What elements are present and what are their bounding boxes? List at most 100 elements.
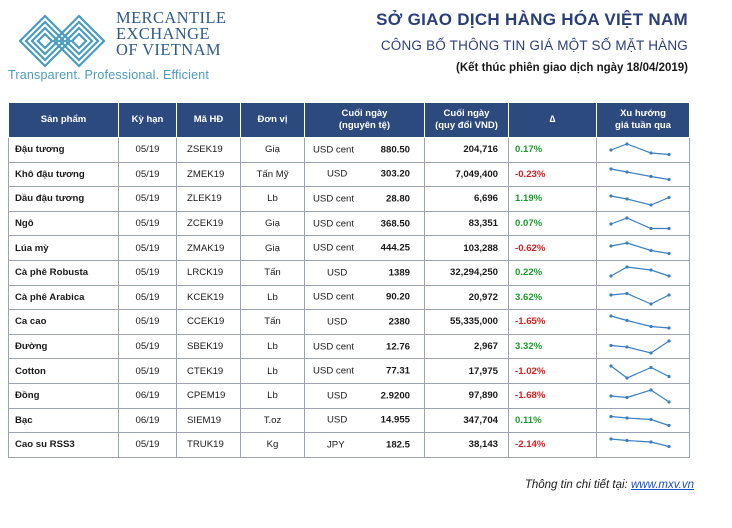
change-cell: -0.62% bbox=[508, 235, 597, 261]
close-value: 12.76 bbox=[385, 341, 410, 353]
sparkline-point bbox=[609, 244, 613, 248]
change-cell: -1.02% bbox=[508, 358, 597, 384]
trend-cell bbox=[596, 284, 690, 311]
close-value: 1389 bbox=[388, 267, 410, 279]
close-vnd-cell: 55,335,000 bbox=[424, 309, 509, 335]
trend-cell bbox=[596, 186, 690, 212]
website-link[interactable]: www.mxv.vn bbox=[630, 479, 694, 491]
col-header-text: Đơn vị bbox=[257, 114, 288, 125]
change-cell: -2.14% bbox=[508, 432, 597, 458]
unit-cell: T.oz bbox=[240, 407, 305, 434]
sparkline-point bbox=[609, 148, 613, 152]
trend-cell bbox=[596, 137, 690, 163]
sparkline-point bbox=[609, 394, 613, 398]
close-vnd-cell: 103,288 bbox=[424, 235, 509, 261]
table-row: Ngô 05/19 ZCEK19 Giạ USD cent 368.50 83,351 0.0… bbox=[8, 210, 690, 237]
sparkline-line bbox=[610, 168, 670, 180]
sparkline-point bbox=[625, 265, 629, 269]
unit-cell: Lb bbox=[240, 358, 305, 384]
code-cell: CPEM19 bbox=[176, 382, 241, 409]
sparkline-point bbox=[667, 326, 671, 331]
code-cell: CCEK19 bbox=[176, 309, 241, 335]
currency-label: USD cent bbox=[313, 242, 355, 254]
sparkline-point bbox=[649, 248, 653, 252]
sparkline-point bbox=[609, 437, 613, 442]
sparkline-point bbox=[667, 339, 671, 343]
sparkline-line bbox=[610, 292, 670, 305]
term-cell: 06/19 bbox=[118, 382, 177, 409]
sparkline-point bbox=[609, 222, 613, 226]
sparkline-point bbox=[625, 142, 629, 146]
currency-label: USD cent bbox=[313, 144, 355, 156]
sparkline-point bbox=[609, 274, 613, 278]
product-cell: Cà phê Robusta bbox=[8, 259, 119, 286]
sparkline-chart bbox=[609, 241, 671, 255]
table-row: Cao su RSS3 05/19 TRUK19 Kg JPY 182.5 38,143 -2… bbox=[8, 432, 690, 458]
sparkline-chart bbox=[609, 364, 671, 380]
change-cell: 1.19% bbox=[508, 186, 597, 212]
unit-cell: Lb bbox=[240, 284, 305, 311]
term-cell: 05/19 bbox=[118, 432, 177, 458]
sparkline-point bbox=[649, 440, 653, 445]
sparkline-line bbox=[610, 415, 670, 426]
sparkline-point bbox=[667, 251, 671, 255]
trend-cell bbox=[596, 235, 690, 261]
change-cell: -1.65% bbox=[508, 309, 597, 335]
close-cell: USD 2.9200 bbox=[304, 382, 425, 409]
change-cell: 0.17% bbox=[508, 137, 597, 163]
code-cell: LRCK19 bbox=[176, 259, 241, 286]
trend-cell bbox=[596, 259, 690, 286]
sparkline-point bbox=[625, 170, 629, 174]
trend-cell bbox=[596, 407, 690, 434]
close-value: 77.31 bbox=[385, 365, 410, 377]
sparkline-point bbox=[649, 417, 653, 421]
sparkline-point bbox=[609, 414, 613, 418]
code-cell: ZMAK19 bbox=[176, 235, 241, 261]
change-cell: 3.62% bbox=[508, 284, 597, 311]
code-cell: ZMEK19 bbox=[176, 161, 241, 188]
close-cell: USD cent 28.80 bbox=[304, 186, 425, 212]
price-table: Sản phẩm Kỳ hạn Mã HĐ Đơn vị Cuối ngày (n… bbox=[8, 102, 690, 458]
sparkline-point bbox=[609, 343, 613, 348]
product-cell: Đường bbox=[8, 333, 119, 360]
currency-label: USD cent bbox=[313, 291, 355, 303]
sparkline-point bbox=[625, 241, 629, 245]
close-vnd-cell: 38,143 bbox=[424, 432, 509, 458]
sparkline-chart bbox=[609, 437, 671, 449]
unit-cell: Kg bbox=[240, 432, 305, 458]
unit-cell: Tấn bbox=[240, 259, 305, 286]
close-value: 28.80 bbox=[385, 193, 410, 205]
table-row: Đậu tương 05/19 ZSEK19 Giạ USD cent 880.50 204… bbox=[8, 137, 690, 163]
sparkline-point bbox=[667, 153, 671, 157]
term-cell: 05/19 bbox=[118, 333, 177, 360]
close-vnd-cell: 32,294,250 bbox=[424, 259, 509, 286]
currency-label: JPY bbox=[327, 439, 345, 451]
sparkline-line bbox=[610, 438, 670, 448]
currency-label: USD cent bbox=[313, 341, 355, 353]
product-cell: Bạc bbox=[8, 407, 119, 434]
sparkline-point bbox=[625, 345, 629, 349]
sparkline-chart bbox=[609, 216, 671, 231]
logo: MERCANTILE EXCHANGE OF VIETNAM bbox=[12, 8, 312, 90]
mxv-logo-icon bbox=[18, 14, 106, 68]
col-header-text: Xu hướng giá tuần qua bbox=[615, 108, 671, 131]
sparkline-point bbox=[625, 319, 629, 323]
term-cell: 05/19 bbox=[118, 358, 177, 384]
sparkline-point bbox=[667, 293, 671, 297]
col-header-product: Sản phẩm bbox=[8, 102, 119, 138]
unit-cell: Lb bbox=[240, 186, 305, 212]
footer: Thông tin chi tiết tại: www.mxv.vn bbox=[525, 479, 694, 491]
close-cell: USD 2380 bbox=[304, 309, 425, 335]
close-vnd-cell: 20,972 bbox=[424, 284, 509, 311]
currency-label: USD bbox=[327, 168, 348, 180]
close-cell: JPY 182.5 bbox=[304, 432, 425, 458]
term-cell: 05/19 bbox=[118, 259, 177, 286]
code-cell: ZSEK19 bbox=[176, 137, 241, 163]
sparkline-chart bbox=[609, 414, 671, 427]
col-header-code: Mã HĐ bbox=[176, 102, 241, 138]
sparkline-point bbox=[667, 177, 671, 181]
sparkline-chart bbox=[609, 314, 671, 331]
term-cell: 05/19 bbox=[118, 186, 177, 212]
sparkline-point bbox=[609, 364, 613, 368]
sparkline-line bbox=[610, 242, 670, 254]
